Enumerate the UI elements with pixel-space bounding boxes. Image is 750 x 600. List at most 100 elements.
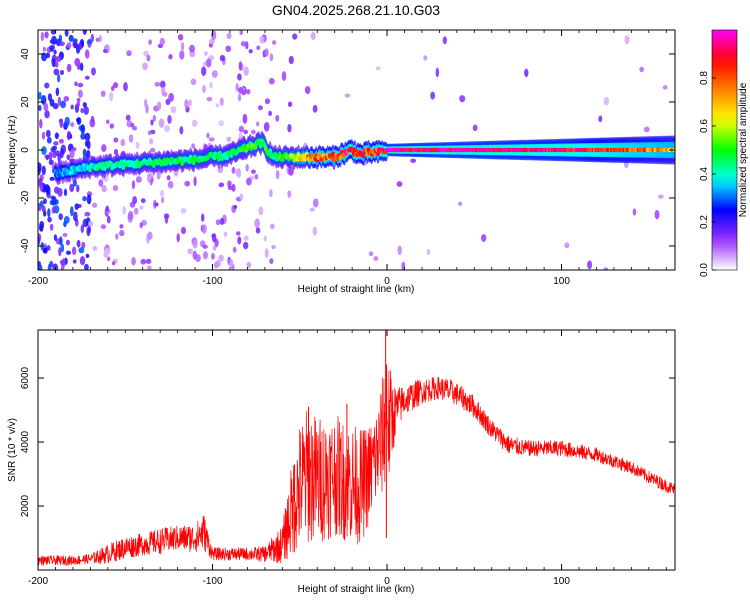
noise-speckle <box>53 68 60 76</box>
noise-speckle <box>105 205 110 213</box>
ridge-cell <box>253 144 258 150</box>
noise-speckle <box>57 73 61 83</box>
spectrogram-ytick-label: 0 <box>20 147 31 153</box>
noise-speckle <box>258 206 264 216</box>
noise-speckle <box>109 123 114 129</box>
noise-speckle <box>481 234 487 242</box>
snr-xtick-label: 100 <box>553 576 570 587</box>
noise-speckle <box>168 54 173 60</box>
colorbar-tick-label: 0.2 <box>699 215 710 229</box>
colorbar-tick-label: 0.6 <box>699 119 710 133</box>
noise-speckle <box>59 148 64 159</box>
noise-speckle <box>208 137 215 142</box>
noise-speckle <box>179 50 185 60</box>
noise-speckle <box>126 50 132 57</box>
noise-speckle <box>125 114 131 121</box>
noise-speckle <box>268 110 273 117</box>
noise-speckle <box>146 172 152 183</box>
ridge-cell <box>229 152 234 158</box>
noise-speckle <box>624 35 630 45</box>
noise-speckle <box>159 37 166 46</box>
colorbar-tick-label: 0.8 <box>699 71 710 85</box>
noise-speckle <box>189 44 195 53</box>
noise-speckle <box>78 247 85 254</box>
noise-speckle <box>54 132 59 140</box>
noise-speckle <box>242 241 249 250</box>
noise-speckle <box>108 91 114 102</box>
noise-speckle <box>275 114 280 122</box>
noise-speckle <box>423 55 428 61</box>
noise-speckle <box>167 114 172 124</box>
noise-speckle <box>238 86 244 94</box>
noise-speckle <box>92 246 98 251</box>
noise-speckle <box>45 129 51 138</box>
noise-speckle <box>133 207 139 215</box>
noise-speckle <box>256 45 261 51</box>
noise-speckle <box>143 50 149 57</box>
noise-speckle <box>459 95 466 103</box>
noise-speckle <box>150 119 154 126</box>
spectrogram-ytick-label: -40 <box>20 238 31 253</box>
noise-speckle <box>80 107 85 114</box>
noise-speckle <box>72 38 78 43</box>
noise-speckle <box>564 242 570 249</box>
noise-speckle <box>123 81 128 92</box>
noise-speckle <box>65 250 71 255</box>
noise-speckle <box>101 184 107 193</box>
noise-speckle <box>160 189 164 197</box>
noise-speckle <box>225 45 232 52</box>
noise-speckle <box>264 98 270 105</box>
noise-speckle <box>76 184 80 193</box>
noise-speckle <box>643 126 650 133</box>
noise-speckle <box>147 231 153 240</box>
noise-speckle <box>158 118 165 128</box>
ridge-cell <box>338 154 343 161</box>
noise-speckle <box>215 219 221 226</box>
noise-speckle <box>269 53 274 62</box>
noise-speckle <box>292 33 298 40</box>
noise-speckle <box>269 258 274 264</box>
noise-speckle <box>235 83 239 92</box>
noise-speckle <box>156 101 162 111</box>
noise-speckle <box>211 233 217 243</box>
noise-speckle <box>251 169 256 174</box>
colorbar-label: Normalized spectral amplitude <box>738 82 749 217</box>
noise-speckle <box>80 124 86 134</box>
noise-speckle <box>43 243 47 249</box>
ridge-cell <box>332 157 336 163</box>
noise-speckle <box>63 221 67 228</box>
noise-speckle <box>410 158 417 163</box>
noise-speckle <box>50 195 56 200</box>
noise-speckle <box>80 132 86 140</box>
noise-speckle <box>74 81 78 87</box>
noise-speckle <box>115 233 119 240</box>
noise-speckle <box>50 146 56 153</box>
noise-speckle <box>64 116 70 127</box>
snr-ytick-label: 4000 <box>20 430 31 453</box>
noise-speckle <box>228 259 234 267</box>
snr-series <box>38 330 675 566</box>
spectrogram-xtick-label: -100 <box>203 276 223 287</box>
noise-speckle <box>344 93 351 98</box>
noise-speckle <box>201 224 207 234</box>
noise-speckle <box>223 231 228 238</box>
noise-speckle <box>58 138 64 144</box>
noise-speckle <box>107 256 111 262</box>
noise-speckle <box>78 42 83 51</box>
noise-speckle <box>288 55 294 65</box>
noise-speckle <box>46 245 51 251</box>
ridge-cell <box>353 147 357 153</box>
noise-speckle <box>39 200 44 208</box>
noise-speckle <box>166 175 171 181</box>
noise-speckle <box>140 258 147 265</box>
noise-speckle <box>71 246 77 256</box>
noise-speckle <box>66 130 71 141</box>
noise-speckle <box>69 206 74 217</box>
noise-speckle <box>219 97 224 107</box>
noise-speckle <box>211 252 215 260</box>
noise-speckle <box>139 222 143 229</box>
noise-speckle <box>45 155 50 161</box>
noise-speckle <box>64 30 69 37</box>
